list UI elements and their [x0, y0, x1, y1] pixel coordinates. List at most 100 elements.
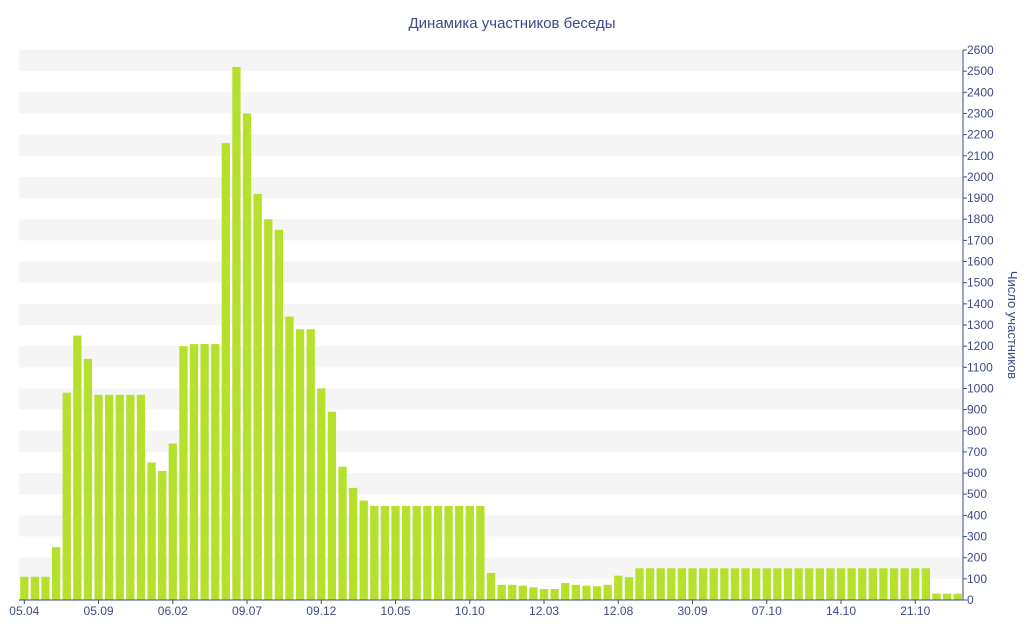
y-tick-label: 900 — [967, 403, 987, 417]
y-tick-label: 2000 — [967, 170, 994, 184]
bar — [497, 584, 506, 600]
x-tick-label: 09.12 — [306, 604, 336, 618]
bar — [465, 505, 474, 600]
bar — [783, 568, 793, 600]
y-tick-label: 1600 — [967, 255, 994, 269]
grid-band — [19, 303, 963, 325]
bar — [550, 589, 559, 600]
bar — [624, 577, 634, 600]
y-tick-label: 600 — [967, 466, 987, 480]
y-tick-label: 100 — [967, 572, 987, 586]
grid-band — [19, 176, 963, 199]
bar — [656, 568, 665, 600]
x-tick-label: 09.07 — [232, 604, 262, 618]
bar — [699, 568, 708, 600]
bar — [338, 466, 347, 600]
y-tick-label: 1700 — [967, 233, 994, 247]
bar — [348, 487, 358, 600]
x-tick-label: 07.10 — [752, 604, 782, 618]
y-tick-label: 2200 — [967, 128, 994, 142]
bar — [518, 585, 527, 600]
y-tick-label: 500 — [967, 487, 987, 501]
x-tick-label: 10.05 — [381, 604, 411, 618]
bars — [20, 66, 962, 601]
bar — [635, 568, 644, 600]
x-tick-label: 12.03 — [529, 604, 559, 618]
y-tick-label: 1000 — [967, 381, 994, 395]
bar — [73, 335, 82, 600]
bar — [741, 568, 750, 600]
bar — [20, 576, 29, 600]
bar — [932, 593, 941, 600]
bar — [285, 316, 294, 600]
bar — [433, 505, 443, 600]
bar — [900, 568, 909, 600]
bar — [889, 568, 899, 600]
bar — [921, 568, 931, 600]
y-tick-label: 300 — [967, 530, 987, 544]
bar — [592, 586, 602, 600]
y-tick-label: 2400 — [967, 85, 994, 99]
bar — [942, 593, 952, 600]
bar — [826, 568, 835, 600]
bar — [476, 505, 485, 600]
bar — [380, 505, 390, 600]
x-tick-label: 12.08 — [603, 604, 633, 618]
bar — [752, 568, 761, 600]
bar — [115, 394, 124, 600]
bar — [189, 344, 199, 600]
x-tick-label: 10.10 — [455, 604, 485, 618]
bar — [836, 568, 846, 600]
bar — [720, 568, 729, 600]
grid-band — [19, 50, 963, 72]
y-tick-label: 800 — [967, 424, 987, 438]
bar — [41, 576, 50, 600]
bar — [953, 593, 962, 600]
y-tick-label: 200 — [967, 551, 987, 565]
y-tick-label: 400 — [967, 508, 987, 522]
bar — [168, 443, 177, 600]
bar — [402, 505, 411, 600]
chart-title: Динамика участников беседы — [409, 15, 616, 32]
bar — [94, 394, 103, 600]
bar — [327, 411, 337, 600]
grid-band — [19, 430, 963, 452]
y-tick-label: 1400 — [967, 297, 994, 311]
bar — [274, 229, 283, 600]
bar — [539, 589, 549, 600]
bar — [317, 388, 326, 600]
bar — [211, 344, 220, 600]
bar — [614, 575, 623, 600]
x-tick-label: 05.09 — [84, 604, 114, 618]
bar — [444, 505, 453, 600]
y-tick-label: 1200 — [967, 339, 994, 353]
y-tick-label: 1300 — [967, 318, 994, 332]
bar — [412, 505, 421, 600]
bar — [253, 193, 262, 600]
bar — [688, 568, 697, 600]
x-tick-label: 30.09 — [678, 604, 708, 618]
y-tick-label: 700 — [967, 445, 987, 459]
bar — [529, 587, 538, 600]
bar — [242, 113, 252, 601]
bar — [126, 394, 135, 600]
bar — [136, 394, 146, 600]
y-tick-label: 2600 — [967, 43, 994, 57]
bar — [391, 505, 400, 600]
bar — [147, 462, 156, 600]
x-tick-label: 21.10 — [900, 604, 930, 618]
bar — [264, 219, 273, 601]
x-tick-label: 14.10 — [826, 604, 856, 618]
bar — [455, 505, 464, 600]
bar — [105, 394, 114, 600]
bar — [30, 576, 40, 600]
y-tick-label: 2300 — [967, 106, 994, 120]
bar — [158, 470, 167, 600]
y-tick-label: 2500 — [967, 64, 994, 78]
bar — [709, 568, 718, 600]
bar — [677, 568, 687, 600]
bar — [858, 568, 867, 600]
bar — [667, 568, 676, 600]
y-tick-label: 1500 — [967, 276, 994, 290]
